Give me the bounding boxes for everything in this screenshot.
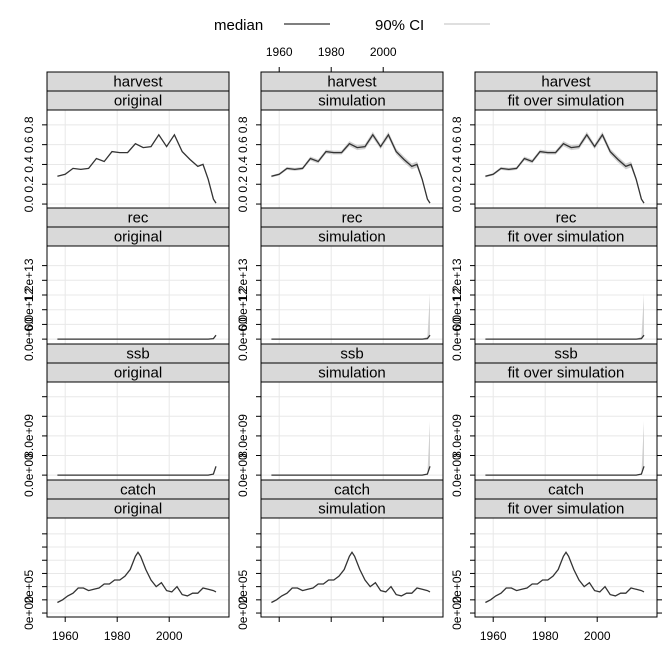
strip-column-label: simulation [318,228,386,245]
legend: median 90% CI [214,17,490,34]
y-tick-label: 6.0e+12 [450,288,464,332]
legend-label-ci: 90% CI [375,17,424,34]
strip-variable-label: ssb [126,345,149,362]
panel-catch-1 [260,517,444,618]
x-tick-label-bottom: 1980 [532,629,559,643]
y-tick-label: 1.2e+13 [450,258,464,302]
y-tick-label: 0.4 [450,156,464,173]
x-tick-label-bottom: 1980 [104,629,131,643]
y-tick-label: 8.0e+09 [450,414,464,458]
x-tick-label-top: 1980 [318,45,345,59]
strip-variable-label: harvest [327,73,377,90]
strip-column-label: simulation [318,500,386,517]
strip-variable-label: harvest [541,73,591,90]
median-line-catch-0 [57,551,217,604]
strip-column-label: original [114,500,162,517]
y-tick-label: 0.2 [236,176,250,193]
y-tick-label: 0.8 [236,116,250,133]
strip-column-label: original [114,228,162,245]
y-tick-label: 6.0e+12 [236,288,250,332]
plot-area: harvest original 0.0 0.2 0.4 0.6 0.8 harvest sim… [22,45,662,643]
strip-column-label: fit over simulation [508,228,625,245]
strip-column-label: fit over simulation [508,92,625,109]
ci-band-rec-1 [271,293,430,340]
panel-catch-2 [474,517,658,618]
x-tick-label-bottom: 2000 [156,629,183,643]
median-line-rec-2 [485,334,645,340]
strip-variable-label: catch [334,481,370,498]
y-tick-label: 0e+00 [450,596,464,630]
strip-variable-label: rec [128,209,149,226]
y-tick-label: 2e+05 [22,569,36,603]
strip-column-label: original [114,92,162,109]
strip-variable-label: ssb [340,345,363,362]
strip-variable-label: harvest [113,73,163,90]
y-tick-label: 6.0e+12 [22,288,36,332]
ci-band-rec-2 [485,293,644,340]
y-tick-label: 0.0 [22,195,36,212]
median-line-catch-2 [485,551,645,604]
x-tick-label-top: 1960 [266,45,293,59]
median-line-rec-0 [57,334,217,340]
median-line-harvest-2 [485,133,645,204]
y-tick-label: 0.0e+00 [236,453,250,497]
ci-band-ssb-1 [271,421,430,476]
median-line-harvest-1 [271,133,431,204]
y-tick-label: 0e+00 [22,596,36,630]
strip-variable-label: catch [120,481,156,498]
y-tick-label: 1.2e+13 [22,258,36,302]
y-tick-label: 0.0 [450,195,464,212]
y-tick-label: 0.4 [236,156,250,173]
median-line-ssb-2 [485,466,645,476]
y-tick-label: 8.0e+09 [236,414,250,458]
strip-column-label: simulation [318,92,386,109]
ci-band-harvest-2 [485,131,644,204]
y-tick-label: 0.0e+00 [236,317,250,361]
median-line-rec-1 [271,334,431,340]
y-tick-label: 0.0e+00 [450,453,464,497]
y-tick-label: 0.6 [450,136,464,153]
median-line-ssb-1 [271,466,431,476]
y-tick-label: 0.6 [236,136,250,153]
strip-column-label: original [114,364,162,381]
x-tick-label-bottom: 2000 [584,629,611,643]
ci-band-harvest-1 [271,131,430,204]
median-line-harvest-0 [57,133,217,204]
y-tick-label: 0.0 [236,195,250,212]
ci-band-ssb-2 [485,421,644,476]
strip-variable-label: ssb [554,345,577,362]
panel-catch-0 [46,517,230,618]
y-tick-label: 0.4 [22,156,36,173]
y-tick-label: 2e+05 [450,569,464,603]
strip-column-label: fit over simulation [508,364,625,381]
x-tick-label-bottom: 1960 [480,629,507,643]
y-tick-label: 1.2e+13 [236,258,250,302]
strip-column-label: fit over simulation [508,500,625,517]
y-tick-label: 0.6 [22,136,36,153]
median-line-catch-1 [271,551,431,604]
strip-column-label: simulation [318,364,386,381]
strip-variable-label: catch [548,481,584,498]
y-tick-label: 0.0e+00 [22,317,36,361]
y-tick-label: 2e+05 [236,569,250,603]
median-line-ssb-0 [57,466,217,476]
x-tick-label-bottom: 1960 [52,629,79,643]
legend-label-median: median [214,17,263,34]
y-tick-label: 0.2 [22,176,36,193]
y-tick-label: 0.0e+00 [22,453,36,497]
y-tick-label: 0.8 [22,116,36,133]
strip-variable-label: rec [342,209,363,226]
x-tick-label-top: 2000 [370,45,397,59]
y-tick-label: 8.0e+09 [22,414,36,458]
y-tick-label: 0e+00 [236,596,250,630]
y-tick-label: 0.0e+00 [450,317,464,361]
y-tick-label: 0.8 [450,116,464,133]
y-tick-label: 0.2 [450,176,464,193]
strip-variable-label: rec [556,209,577,226]
